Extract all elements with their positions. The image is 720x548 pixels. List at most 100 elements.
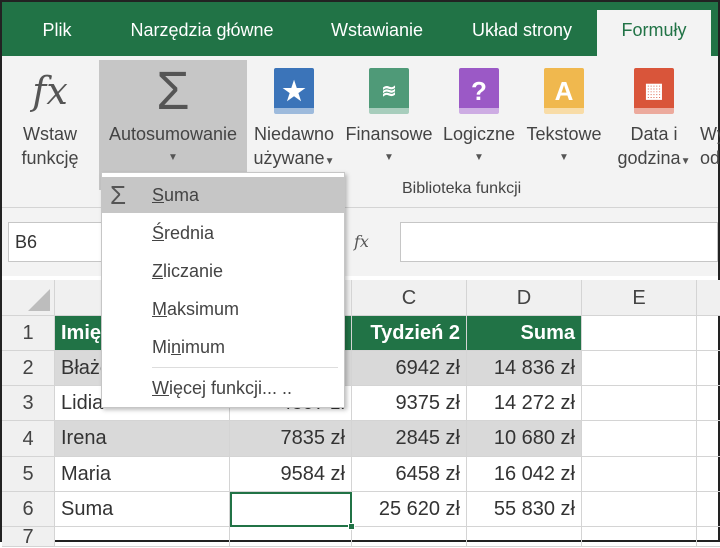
cell-c5[interactable]: 6458 zł — [352, 457, 467, 492]
menu-item-srednia[interactable]: Średnia — [152, 223, 215, 243]
row-header-1[interactable]: 1 — [2, 316, 55, 351]
fx-icon[interactable]: fx — [354, 232, 369, 251]
label: używane — [253, 148, 325, 168]
cell-a6[interactable]: Suma — [55, 492, 230, 527]
label: Logiczne — [442, 124, 516, 144]
insert-function-button[interactable]: fx Wstaw funkcję — [8, 60, 92, 190]
dropdown-arrow-icon: ▼ — [559, 152, 569, 163]
cell-e3[interactable] — [582, 386, 697, 421]
row-header-3[interactable]: 3 — [2, 386, 55, 421]
cell-e5[interactable] — [582, 457, 697, 492]
star-book-icon: ★ — [274, 68, 314, 114]
select-all-corner[interactable] — [2, 280, 55, 316]
tab-plik[interactable]: Plik — [42, 20, 72, 40]
menu-item-minimum[interactable]: Minimum — [152, 337, 226, 357]
formula-input[interactable] — [400, 222, 718, 262]
cell-e1[interactable] — [582, 316, 697, 351]
recently-used-button[interactable]: ★ Niedawno używane▼ — [248, 60, 340, 190]
tab-uklad-strony[interactable]: Układ strony — [471, 20, 573, 40]
autosum-dropdown-menu: Σ Suma Średnia Zliczanie Maksimum Minimum… — [101, 172, 345, 408]
label: od — [700, 148, 720, 168]
cell-b7[interactable] — [230, 527, 352, 547]
row-header-5[interactable]: 5 — [2, 457, 55, 492]
calendar-book-icon: ▦ — [634, 68, 674, 114]
cell-b6[interactable] — [230, 492, 352, 527]
ribbon-tabs: Plik Narzędzia główne Wstawianie Układ s… — [2, 2, 718, 56]
cell-c4[interactable]: 2845 zł — [352, 421, 467, 457]
row-header-2[interactable]: 2 — [2, 351, 55, 386]
row-header-6[interactable]: 6 — [2, 492, 55, 527]
fill-handle[interactable] — [348, 523, 355, 530]
row-header-7[interactable]: 7 — [2, 527, 55, 547]
cell-e2[interactable] — [582, 351, 697, 386]
column-header-c[interactable]: C — [352, 280, 467, 316]
cell-f7[interactable] — [697, 527, 720, 547]
cell-a7[interactable] — [55, 527, 230, 547]
dropdown-arrow-icon: ▼ — [168, 152, 178, 163]
ribbon: fx Wstaw funkcję Σ Autosumowanie ▼ ★ Nie… — [2, 56, 720, 208]
tab-narzedzia-glowne[interactable]: Narzędzia główne — [130, 20, 274, 40]
cell-d5[interactable]: 16 042 zł — [467, 457, 582, 492]
label: Data i — [630, 124, 678, 144]
name-box[interactable]: B6 — [8, 222, 103, 262]
label: Tekstowe — [526, 124, 602, 144]
cell-d6[interactable]: 55 830 zł — [467, 492, 582, 527]
cell-d2[interactable]: 14 836 zł — [467, 351, 582, 386]
cell-c7[interactable] — [352, 527, 467, 547]
cell-f3[interactable] — [697, 386, 720, 421]
tab-wstawianie[interactable]: Wstawianie — [330, 20, 424, 40]
sigma-icon: Σ — [156, 61, 190, 121]
cell-f1[interactable] — [697, 316, 720, 351]
label: Finansowe — [345, 124, 433, 144]
lookup-button[interactable]: Wy od — [700, 60, 720, 190]
cell-a5[interactable]: Maria — [55, 457, 230, 492]
label: Niedawno — [253, 124, 335, 144]
logical-button[interactable]: ? Logiczne ▼ — [438, 60, 520, 190]
financial-button[interactable]: ≋ Finansowe ▼ — [342, 60, 436, 190]
label: Autosumowanie — [108, 124, 238, 144]
cell-c3[interactable]: 9375 zł — [352, 386, 467, 421]
text-button[interactable]: A Tekstowe ▼ — [522, 60, 606, 190]
menu-item-wiecej-funkcji[interactable]: Więcej funkcji... .. — [152, 378, 293, 398]
cell-a4[interactable]: Irena — [55, 421, 230, 457]
cell-b5[interactable]: 9584 zł — [230, 457, 352, 492]
menu-item-maksimum[interactable]: Maksimum — [152, 299, 240, 319]
dropdown-arrow-icon: ▼ — [680, 156, 691, 167]
label: godzina — [617, 148, 681, 168]
column-header-d[interactable]: D — [467, 280, 582, 316]
coins-book-icon: ≋ — [369, 68, 409, 114]
cell-e7[interactable] — [582, 527, 697, 547]
letter-a-book-icon: A — [544, 68, 584, 114]
row-header-4[interactable]: 4 — [2, 421, 55, 457]
group-label: Biblioteka funkcji — [402, 180, 522, 197]
date-time-button[interactable]: ▦ Data i godzina▼ — [612, 60, 696, 190]
cell-f5[interactable] — [697, 457, 720, 492]
label: funkcję — [21, 148, 79, 168]
cell-d3[interactable]: 14 272 zł — [467, 386, 582, 421]
fx-icon: fx — [32, 69, 68, 113]
cell-c2[interactable]: 6942 zł — [352, 351, 467, 386]
autosum-button[interactable]: Σ Autosumowanie ▼ — [99, 60, 247, 190]
cell-e4[interactable] — [582, 421, 697, 457]
cell-d7[interactable] — [467, 527, 582, 547]
cell-c1[interactable]: Tydzień 2 — [352, 316, 467, 351]
column-header-e[interactable]: E — [582, 280, 697, 316]
cell-f4[interactable] — [697, 421, 720, 457]
question-book-icon: ? — [459, 68, 499, 114]
cell-f2[interactable] — [697, 351, 720, 386]
sigma-icon: Σ — [110, 180, 127, 210]
cell-f6[interactable] — [697, 492, 720, 527]
cell-b4[interactable]: 7835 zł — [230, 421, 352, 457]
column-header-f[interactable] — [697, 280, 720, 316]
menu-item-zliczanie[interactable]: Zliczanie — [152, 261, 224, 281]
cell-d1[interactable]: Suma — [467, 316, 582, 351]
label: Wy — [700, 124, 720, 144]
dropdown-arrow-icon: ▼ — [324, 156, 335, 167]
menu-item-suma[interactable]: Σ Suma — [102, 177, 344, 213]
cell-e6[interactable] — [582, 492, 697, 527]
dropdown-arrow-icon: ▼ — [384, 152, 394, 163]
dropdown-arrow-icon: ▼ — [474, 152, 484, 163]
cell-d4[interactable]: 10 680 zł — [467, 421, 582, 457]
cell-c6[interactable]: 25 620 zł — [352, 492, 467, 527]
tab-formuly[interactable]: Formuły — [597, 10, 711, 56]
